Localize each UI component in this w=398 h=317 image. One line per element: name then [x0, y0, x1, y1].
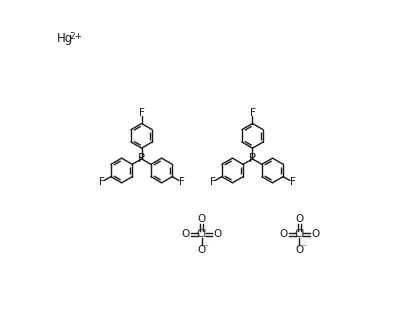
Text: O: O — [197, 214, 206, 224]
Text: Cl: Cl — [294, 230, 304, 239]
Text: Cl: Cl — [197, 230, 207, 239]
Text: O: O — [279, 230, 287, 239]
Text: F: F — [179, 177, 185, 187]
Text: ⁻: ⁻ — [301, 244, 306, 253]
Text: O: O — [197, 245, 206, 255]
Text: P: P — [138, 152, 145, 165]
Text: F: F — [290, 177, 295, 187]
Text: Hg: Hg — [57, 32, 73, 45]
Text: F: F — [99, 177, 105, 187]
Text: O: O — [214, 230, 222, 239]
Text: F: F — [250, 108, 256, 118]
Text: O: O — [312, 230, 320, 239]
Text: P: P — [249, 152, 256, 165]
Text: F: F — [139, 108, 144, 118]
Text: O: O — [295, 245, 304, 255]
Text: O: O — [295, 214, 304, 224]
Text: ⁻: ⁻ — [203, 244, 208, 253]
Text: O: O — [181, 230, 189, 239]
Text: F: F — [209, 177, 215, 187]
Text: 2+: 2+ — [69, 32, 82, 41]
